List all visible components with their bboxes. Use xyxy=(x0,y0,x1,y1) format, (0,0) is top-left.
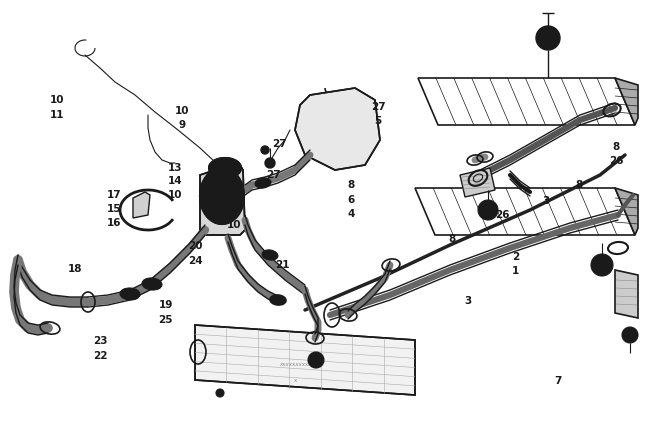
Circle shape xyxy=(267,160,273,166)
Text: 26: 26 xyxy=(495,210,510,220)
Text: 6: 6 xyxy=(347,195,355,205)
Text: 2: 2 xyxy=(512,252,519,262)
Text: 26: 26 xyxy=(609,156,623,166)
Text: 8: 8 xyxy=(448,234,456,244)
Text: 7: 7 xyxy=(554,376,562,386)
Ellipse shape xyxy=(200,168,244,224)
Text: 17: 17 xyxy=(107,190,121,200)
Text: 19: 19 xyxy=(159,300,173,310)
Circle shape xyxy=(478,200,498,220)
Text: x: x xyxy=(293,378,296,383)
Text: 10: 10 xyxy=(50,95,64,105)
Polygon shape xyxy=(460,168,495,197)
Ellipse shape xyxy=(209,158,241,178)
Text: 10: 10 xyxy=(175,106,189,116)
Text: 11: 11 xyxy=(50,109,64,120)
Text: 12: 12 xyxy=(227,205,241,216)
Circle shape xyxy=(591,254,613,276)
Circle shape xyxy=(261,146,269,154)
Text: 22: 22 xyxy=(94,351,108,361)
Ellipse shape xyxy=(255,178,271,188)
Text: 3: 3 xyxy=(542,196,550,206)
Text: 16: 16 xyxy=(107,218,121,228)
Text: 10: 10 xyxy=(168,190,183,200)
Text: 8: 8 xyxy=(347,180,355,190)
Text: 4: 4 xyxy=(347,209,355,219)
Text: 5: 5 xyxy=(374,116,382,126)
Text: 1: 1 xyxy=(512,266,519,276)
Text: 13: 13 xyxy=(168,163,183,173)
Ellipse shape xyxy=(262,250,278,260)
Text: 8: 8 xyxy=(612,141,620,152)
Circle shape xyxy=(598,261,606,269)
Polygon shape xyxy=(195,325,415,395)
Text: 9: 9 xyxy=(179,120,185,131)
Text: 3: 3 xyxy=(464,296,472,306)
Polygon shape xyxy=(615,78,638,125)
Circle shape xyxy=(536,26,560,50)
Circle shape xyxy=(308,352,324,368)
Text: 20: 20 xyxy=(188,241,202,251)
Polygon shape xyxy=(133,192,150,218)
Text: 15: 15 xyxy=(107,204,121,214)
Polygon shape xyxy=(295,88,380,170)
Polygon shape xyxy=(615,270,638,318)
Text: 21: 21 xyxy=(276,260,290,270)
Circle shape xyxy=(216,389,224,397)
Circle shape xyxy=(265,158,275,168)
Text: 27: 27 xyxy=(371,102,385,112)
Circle shape xyxy=(622,327,638,343)
Ellipse shape xyxy=(142,278,162,290)
Text: 18: 18 xyxy=(68,264,82,274)
Circle shape xyxy=(274,296,282,304)
Ellipse shape xyxy=(120,288,140,300)
Text: 25: 25 xyxy=(159,315,173,325)
Text: 8: 8 xyxy=(575,180,582,190)
Text: 24: 24 xyxy=(188,256,202,266)
Polygon shape xyxy=(200,165,245,235)
Circle shape xyxy=(543,33,553,43)
Polygon shape xyxy=(615,188,638,235)
Circle shape xyxy=(484,206,492,214)
Text: 23: 23 xyxy=(94,336,108,346)
Text: 27: 27 xyxy=(272,139,287,149)
Ellipse shape xyxy=(270,295,286,305)
Text: 14: 14 xyxy=(168,176,183,187)
Text: 10: 10 xyxy=(227,220,241,230)
Text: 27: 27 xyxy=(266,170,280,180)
Text: xxxxxxxxxx: xxxxxxxxxx xyxy=(279,362,311,368)
